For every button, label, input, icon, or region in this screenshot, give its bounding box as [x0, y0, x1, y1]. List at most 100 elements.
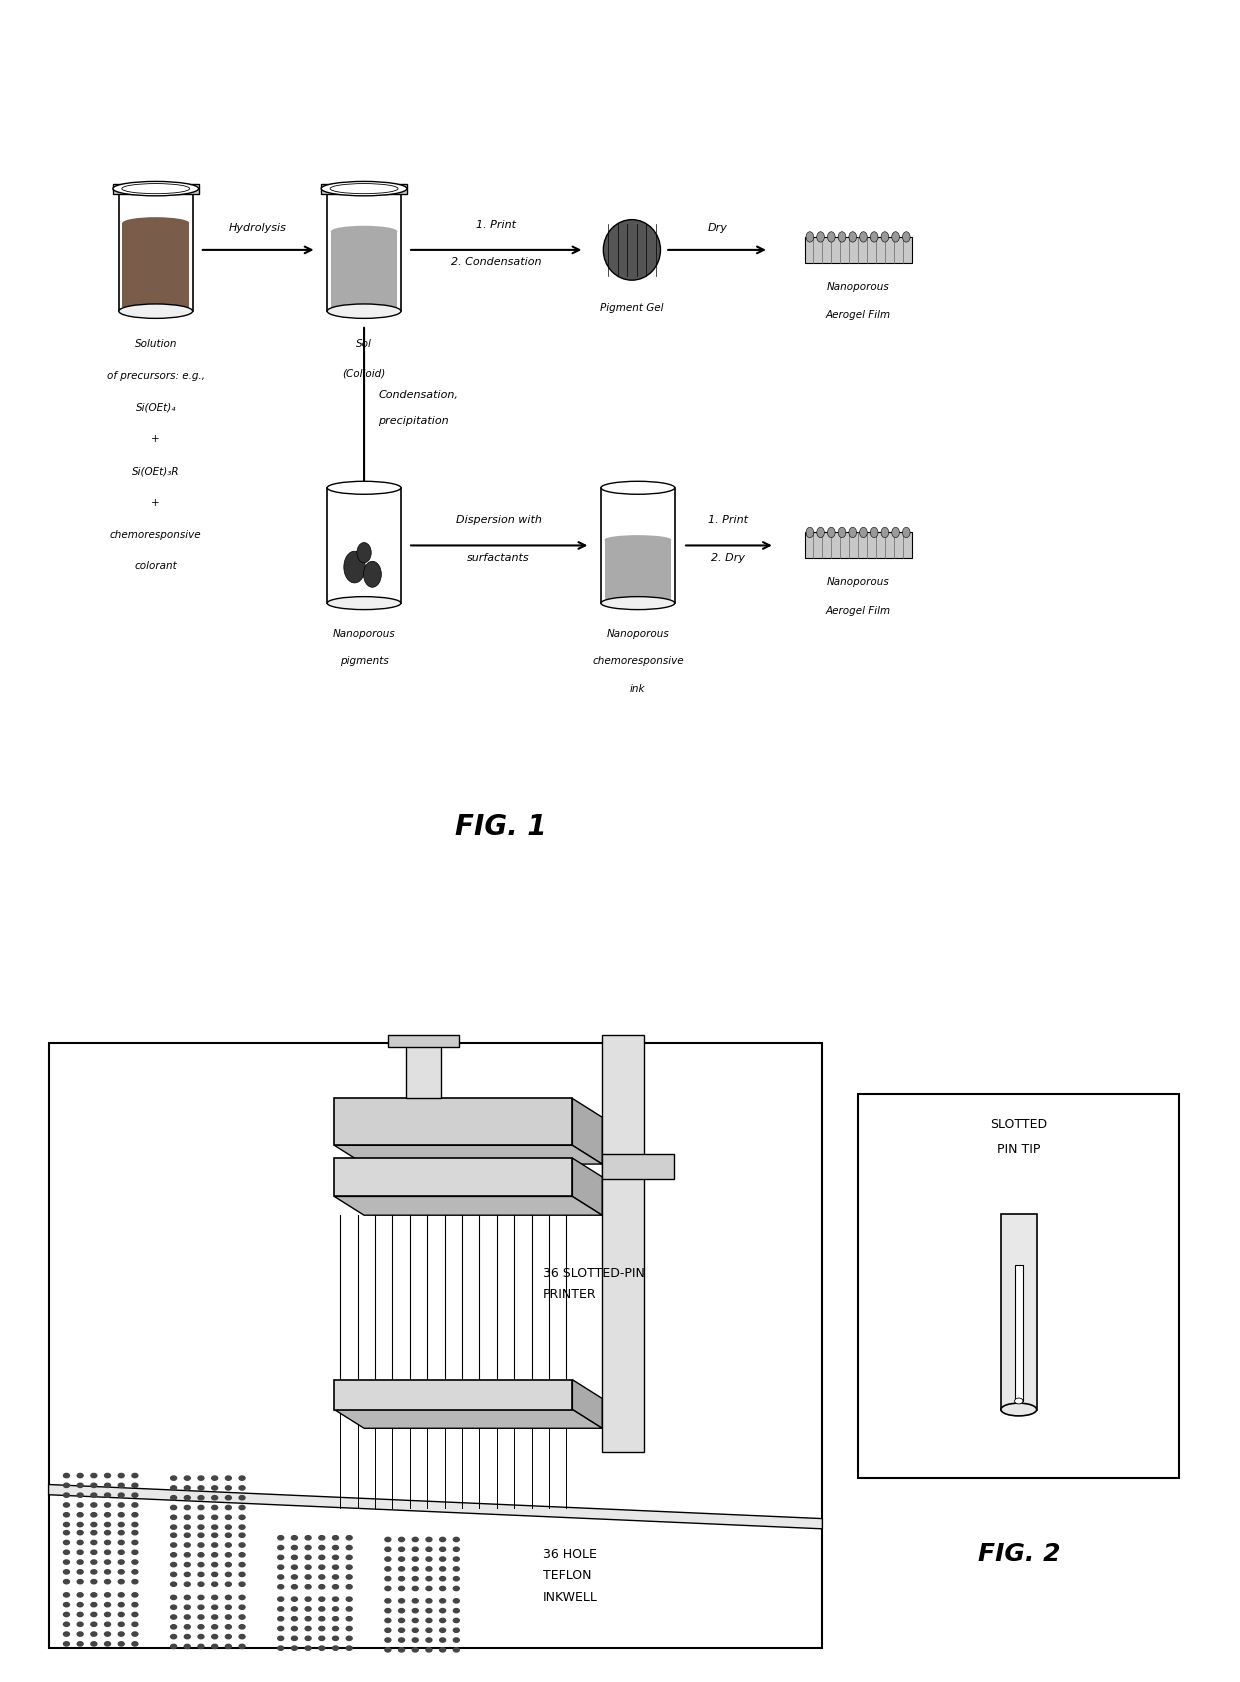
Circle shape: [454, 1547, 459, 1551]
Bar: [335, 1379, 573, 1410]
Circle shape: [91, 1559, 97, 1564]
Circle shape: [332, 1584, 339, 1589]
Bar: [603, 1154, 673, 1179]
Circle shape: [332, 1606, 339, 1611]
Circle shape: [77, 1569, 83, 1574]
Circle shape: [412, 1638, 418, 1642]
Ellipse shape: [1001, 1403, 1037, 1416]
Circle shape: [305, 1574, 311, 1579]
Circle shape: [278, 1556, 284, 1559]
Circle shape: [212, 1563, 218, 1566]
Circle shape: [131, 1512, 138, 1517]
Circle shape: [77, 1484, 83, 1487]
Circle shape: [239, 1485, 246, 1490]
Circle shape: [412, 1586, 418, 1591]
Circle shape: [63, 1559, 69, 1564]
Circle shape: [118, 1579, 124, 1584]
Circle shape: [332, 1574, 339, 1579]
Circle shape: [131, 1603, 138, 1606]
Ellipse shape: [838, 232, 846, 242]
Circle shape: [332, 1647, 339, 1650]
Ellipse shape: [604, 220, 661, 281]
Circle shape: [77, 1613, 83, 1616]
Circle shape: [398, 1628, 404, 1632]
Circle shape: [212, 1573, 218, 1576]
Text: +: +: [151, 434, 160, 444]
Circle shape: [319, 1606, 325, 1611]
Text: Nanoporous: Nanoporous: [332, 629, 396, 639]
Circle shape: [305, 1546, 311, 1549]
Circle shape: [384, 1598, 391, 1603]
Circle shape: [185, 1526, 190, 1529]
Circle shape: [239, 1526, 246, 1529]
Circle shape: [440, 1547, 445, 1551]
Circle shape: [171, 1583, 176, 1586]
Circle shape: [319, 1536, 325, 1541]
Circle shape: [226, 1477, 232, 1480]
Polygon shape: [573, 1379, 603, 1428]
Circle shape: [305, 1556, 311, 1559]
Circle shape: [305, 1637, 311, 1640]
Circle shape: [427, 1586, 432, 1591]
Circle shape: [454, 1558, 459, 1561]
Ellipse shape: [122, 183, 190, 193]
Circle shape: [104, 1593, 110, 1596]
Circle shape: [91, 1642, 97, 1647]
Circle shape: [131, 1642, 138, 1647]
Circle shape: [226, 1583, 232, 1586]
Circle shape: [198, 1625, 203, 1628]
Circle shape: [91, 1613, 97, 1616]
Circle shape: [171, 1542, 176, 1547]
Circle shape: [77, 1541, 83, 1544]
Circle shape: [198, 1635, 203, 1638]
Circle shape: [198, 1645, 203, 1648]
Circle shape: [198, 1505, 203, 1510]
Circle shape: [212, 1515, 218, 1519]
Circle shape: [91, 1522, 97, 1527]
Circle shape: [91, 1512, 97, 1517]
Circle shape: [104, 1522, 110, 1527]
Text: 36 HOLE: 36 HOLE: [543, 1547, 596, 1561]
Text: Aerogel Film: Aerogel Film: [826, 606, 890, 616]
Ellipse shape: [327, 481, 401, 495]
Circle shape: [63, 1603, 69, 1606]
Ellipse shape: [119, 304, 192, 318]
Circle shape: [291, 1626, 298, 1630]
Circle shape: [226, 1485, 232, 1490]
Circle shape: [346, 1564, 352, 1569]
Text: Si(OEt)₄: Si(OEt)₄: [135, 402, 176, 412]
Text: 2. Dry: 2. Dry: [712, 553, 745, 563]
Circle shape: [398, 1598, 404, 1603]
Circle shape: [77, 1559, 83, 1564]
Circle shape: [198, 1563, 203, 1566]
Circle shape: [104, 1569, 110, 1574]
Text: Pigment Gel: Pigment Gel: [600, 303, 663, 313]
Circle shape: [346, 1637, 352, 1640]
Ellipse shape: [331, 599, 397, 607]
Circle shape: [454, 1638, 459, 1642]
Circle shape: [118, 1541, 124, 1544]
Circle shape: [104, 1621, 110, 1626]
Circle shape: [185, 1625, 190, 1628]
Circle shape: [118, 1569, 124, 1574]
Circle shape: [77, 1551, 83, 1554]
Ellipse shape: [870, 232, 878, 242]
Circle shape: [77, 1494, 83, 1497]
Circle shape: [278, 1616, 284, 1621]
Circle shape: [171, 1495, 176, 1500]
Circle shape: [185, 1615, 190, 1620]
Bar: [321, 183, 407, 193]
Circle shape: [332, 1596, 339, 1601]
Circle shape: [212, 1645, 218, 1648]
Text: chemoresponsive: chemoresponsive: [591, 656, 683, 666]
Circle shape: [291, 1574, 298, 1579]
Circle shape: [198, 1573, 203, 1576]
Circle shape: [398, 1576, 404, 1581]
Circle shape: [319, 1574, 325, 1579]
Text: Dispersion with: Dispersion with: [455, 515, 542, 525]
Circle shape: [427, 1566, 432, 1571]
Polygon shape: [331, 232, 397, 306]
Circle shape: [332, 1536, 339, 1541]
Circle shape: [212, 1526, 218, 1529]
Bar: [805, 237, 911, 262]
